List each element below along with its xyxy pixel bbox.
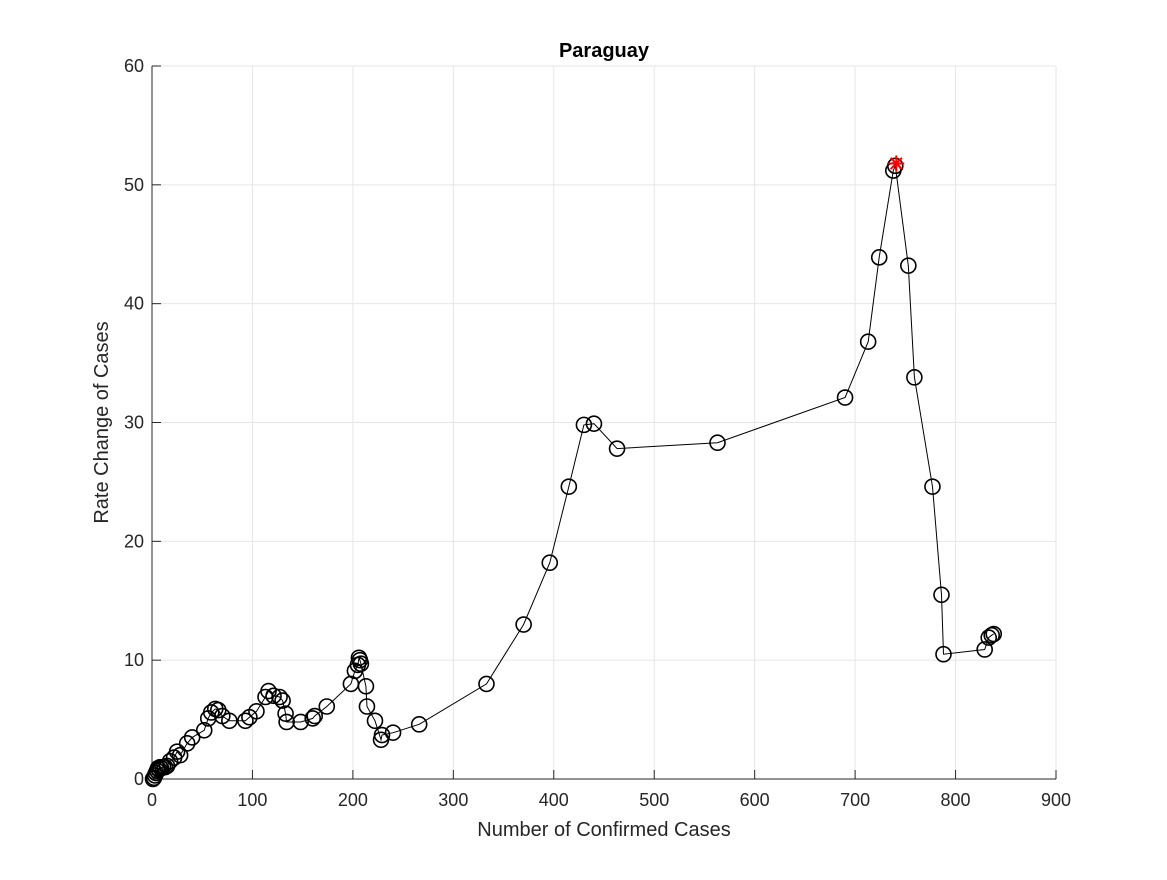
data-point [352,655,370,673]
y-axis-label: Rate Change of Cases [91,321,113,523]
data-point [156,758,174,776]
data-point [870,249,888,266]
data-point [237,712,254,730]
data-point [836,389,854,406]
peak-star-stroke [889,157,903,170]
data-point [906,369,923,386]
data-point [168,743,186,760]
data-point [515,616,532,633]
y-tick-label: 20 [124,531,144,551]
series-line [152,163,994,780]
x-tick-label: 0 [147,790,157,810]
x-tick-label: 800 [941,790,971,810]
x-tick-label: 600 [740,790,770,810]
data-point [318,698,336,715]
data-point [202,704,220,721]
data-point [478,675,495,693]
data-point [277,705,294,722]
data-point [935,645,952,663]
y-tick-label: 60 [124,56,144,76]
x-axis-label: Number of Confirmed Cases [477,819,730,841]
x-tick-label: 100 [237,790,267,810]
data-point [265,687,282,705]
data-point [221,712,238,730]
data-point [274,692,291,709]
data-point [248,702,265,720]
data-point [859,333,877,350]
data-point [976,641,993,658]
x-tick-label: 500 [639,790,669,810]
data-point [366,712,384,730]
x-tick-label: 700 [840,790,870,810]
data-point [358,698,376,715]
axes: 0 100 200 300 400 500 600 700 800 900 0 10 20 30 40 50 6… [124,56,1071,810]
x-tick-label: 200 [338,790,368,810]
data-point [608,440,626,457]
y-tick-label: 50 [124,175,144,195]
data-point [585,415,603,432]
data-point [178,735,196,752]
data-point [575,416,593,434]
highlight-layer [888,155,905,172]
data-point [357,678,375,695]
data-point [933,586,950,604]
data-point [985,625,1003,643]
data-point [924,478,941,495]
data-series [144,157,1003,788]
grid-lines [152,66,1056,779]
x-tick-label: 900 [1041,790,1071,810]
x-tick-label: 300 [438,790,468,810]
data-point [183,729,201,746]
x-tick-label: 400 [539,790,569,810]
data-point [560,478,578,495]
data-point [304,710,322,727]
data-point [306,707,324,725]
data-point [541,554,559,572]
data-point [980,629,998,646]
y-tick-label: 10 [124,650,144,670]
data-point [373,726,391,744]
data-point [278,713,295,731]
data-point [384,724,402,741]
chart-title: Paraguay [559,40,650,62]
data-point [271,688,288,706]
y-tick-label: 0 [134,769,144,789]
data-point [983,626,1001,644]
y-tick-label: 30 [124,413,144,433]
peak-star-marker [888,155,905,172]
y-tick-label: 40 [124,294,144,314]
data-point [292,713,309,731]
data-point [900,257,917,274]
data-point [410,716,428,733]
data-point [886,157,904,175]
data-point [195,721,213,739]
data-point [709,434,726,452]
